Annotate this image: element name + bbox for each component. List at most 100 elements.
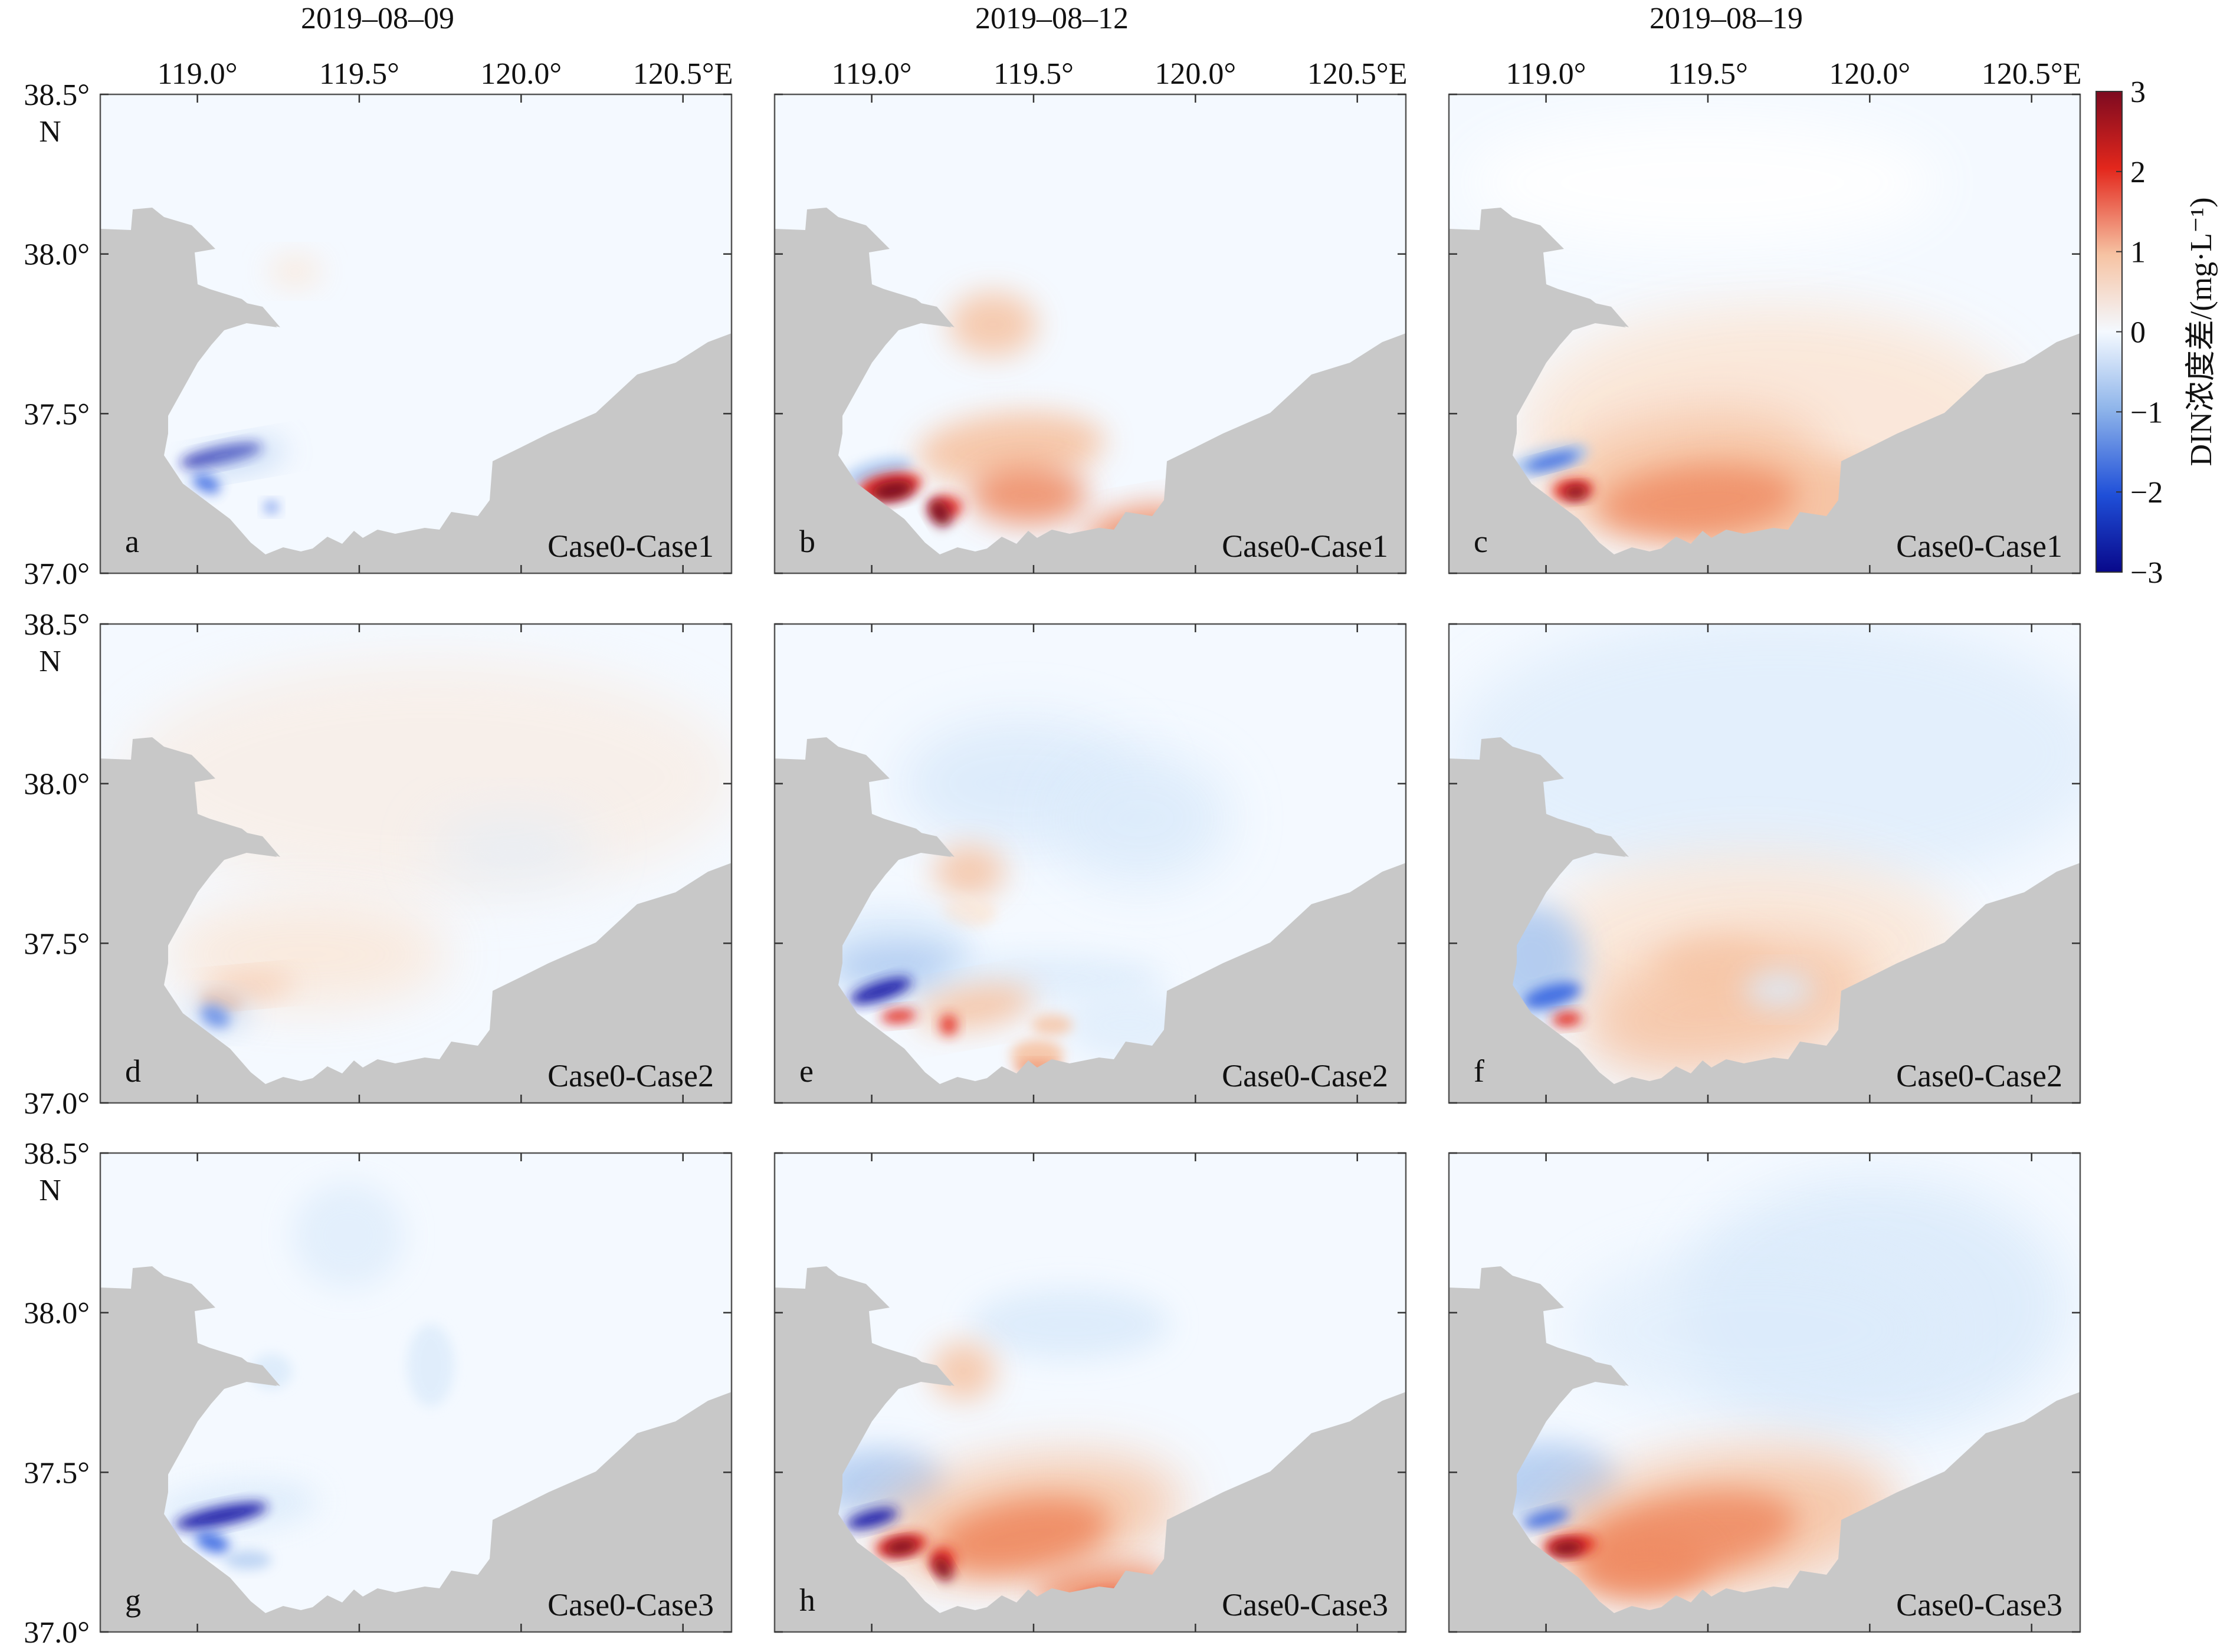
peninsula	[1585, 830, 1629, 857]
concentration-patch	[872, 481, 913, 501]
concentration-patch	[1523, 1509, 1569, 1528]
concentration-patch	[1567, 1247, 1944, 1413]
concentration-patch	[949, 292, 1037, 357]
concentration-patch	[1052, 754, 1229, 884]
colorbar-tick-label: −3	[2130, 556, 2163, 590]
concentration-patch	[186, 441, 286, 473]
panel-frame	[773, 93, 1407, 574]
panel-letter: h	[799, 1582, 815, 1618]
panel-case-label: Case0-Case1	[1896, 528, 2062, 564]
panel-letter: g	[125, 1582, 141, 1618]
land-mass	[775, 208, 1406, 573]
panel-frame	[1448, 623, 2081, 1104]
peninsula	[1585, 1359, 1629, 1386]
concentration-patch	[934, 1498, 1110, 1575]
concentration-patch	[969, 466, 1087, 525]
concentration-patch	[943, 898, 996, 928]
land-mass	[100, 737, 732, 1103]
colorbar-label: DIN浓度差/(mg·L⁻¹)	[2185, 197, 2218, 466]
concentration-patch	[933, 1557, 952, 1581]
concentration-patch	[189, 997, 248, 1030]
peninsula	[910, 1359, 955, 1386]
land-mass	[1449, 208, 2080, 573]
y-tick-label: 37.0°	[24, 1087, 90, 1121]
map-area	[775, 94, 1406, 573]
panel-case-label: Case0-Case3	[547, 1587, 714, 1623]
y-axis-unit-label: N	[39, 1174, 61, 1207]
map-area	[100, 94, 732, 573]
land-mass	[100, 1266, 732, 1632]
panel-frame	[773, 623, 1407, 1104]
concentration-patch	[846, 1508, 898, 1529]
x-tick-label: 120.0°	[1829, 57, 1910, 91]
x-tick-label: 119.5°	[993, 57, 1074, 91]
concentration-patch	[1449, 624, 2080, 895]
x-tick-label: 119.5°	[319, 57, 399, 91]
panel-letter: e	[799, 1053, 814, 1089]
panel-letter: a	[125, 524, 139, 559]
y-tick-label: 37.0°	[24, 1616, 90, 1650]
concentration-patch	[201, 974, 295, 1000]
panel-case-label: Case0-Case1	[1222, 528, 1388, 564]
peninsula	[236, 1359, 280, 1386]
colorbar-tick-label: −1	[2130, 396, 2163, 429]
panel-case-label: Case0-Case2	[1896, 1058, 2062, 1093]
map-area	[775, 1153, 1406, 1632]
date-title: 2019–08–12	[975, 2, 1129, 35]
peninsula	[910, 301, 955, 327]
concentration-patch	[940, 1014, 957, 1036]
y-tick-label: 37.5°	[24, 927, 90, 961]
land-mass	[775, 1266, 1406, 1632]
land-mass	[1449, 737, 2080, 1103]
land-mass	[1449, 1266, 2080, 1632]
concentration-patch	[175, 1502, 268, 1529]
concentration-patch	[1655, 937, 1773, 996]
map-panel-h: h Case0-Case3	[773, 1152, 1407, 1633]
x-tick-label: 119.5°	[1668, 57, 1748, 91]
panel-frame	[99, 623, 733, 1104]
concentration-patch	[843, 457, 913, 487]
land-mass	[100, 208, 732, 573]
x-tick-label: 120.5°E	[1982, 57, 2082, 91]
x-tick-label: 119.0°	[158, 57, 238, 91]
concentration-patch	[934, 845, 1005, 898]
concentration-patch	[916, 412, 1105, 485]
colorbar-tick-label: 3	[2130, 75, 2146, 109]
y-tick-label: 38.5°	[24, 608, 90, 642]
concentration-patch	[264, 501, 278, 513]
x-tick-label: 120.0°	[480, 57, 562, 91]
concentration-patch	[1523, 983, 1581, 1009]
concentration-patch	[1552, 1011, 1582, 1027]
panel-letter: b	[799, 524, 815, 559]
y-tick-label: 38.5°	[24, 1137, 90, 1171]
panel-frame	[99, 1152, 733, 1633]
y-tick-label: 37.0°	[24, 557, 90, 591]
concentration-patch	[931, 1342, 996, 1401]
colorbar: 3 2 1 0 −1 −2 −3 DIN浓度差/(mg·L⁻¹)	[2095, 75, 2218, 590]
y-tick-label: 38.0°	[24, 768, 90, 802]
x-tick-label: 119.0°	[832, 57, 912, 91]
peninsula	[236, 830, 280, 857]
x-tick-label: 120.0°	[1155, 57, 1236, 91]
x-tick-label: 120.5°E	[1307, 57, 1408, 91]
map-area	[100, 1153, 732, 1632]
panel-frame	[1448, 1152, 2081, 1633]
map-panel-g: g Case0-Case3	[99, 1152, 733, 1633]
panel-frame	[99, 93, 733, 574]
colorbar-tick-label: −2	[2130, 476, 2163, 510]
concentration-patch	[1526, 452, 1578, 471]
date-title: 2019–08–09	[301, 2, 454, 35]
colorbar-tick-label: 1	[2130, 236, 2146, 270]
panel-case-label: Case0-Case2	[1222, 1058, 1388, 1093]
map-area	[1449, 1153, 2080, 1632]
map-panel-d: d Case0-Case2	[99, 623, 733, 1104]
map-area	[1449, 624, 2080, 1103]
y-tick-label: 37.5°	[24, 398, 90, 431]
panel-letter: i	[1471, 1645, 1480, 1652]
y-tick-label: 38.0°	[24, 1297, 90, 1331]
y-tick-label: 38.5°	[24, 78, 90, 112]
concentration-patch	[1580, 938, 1872, 1076]
x-tick-label: 120.5°E	[633, 57, 733, 91]
concentration-patch	[1550, 1541, 1583, 1556]
panel-frame	[1448, 93, 2081, 574]
